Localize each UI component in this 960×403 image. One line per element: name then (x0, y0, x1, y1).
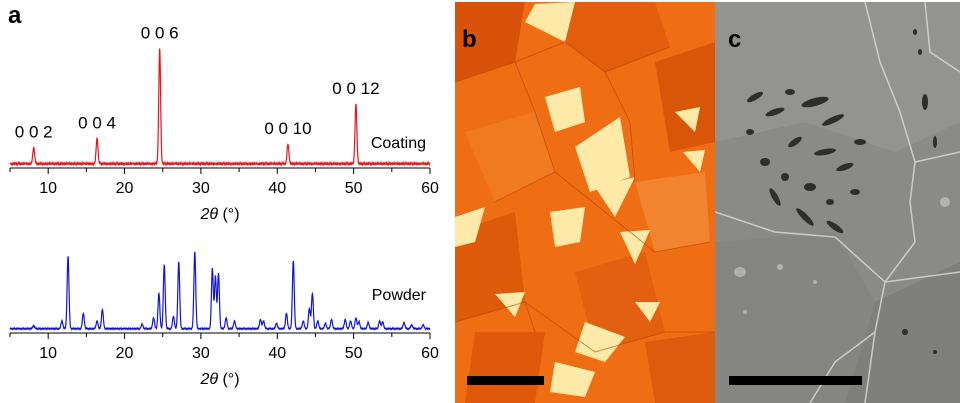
scale-bar-b (467, 376, 544, 385)
x-tick-label: 50 (345, 345, 363, 362)
powder-chart: Powder 10 20 30 40 50 60 2θ (°) (9, 251, 439, 388)
xrd-charts: 0 0 2 0 0 4 0 0 6 0 0 10 0 0 12 Coating 10 20 30… (9, 24, 439, 388)
x-tick-label: 40 (268, 180, 286, 197)
pore-pattern (746, 29, 937, 354)
x-tick-label: 10 (39, 345, 57, 362)
x-tick-label: 20 (116, 180, 134, 197)
micrograph-b: b (455, 2, 715, 403)
x-tick-label: 60 (421, 345, 439, 362)
panel-b-label: b (462, 26, 477, 53)
x-tick-label: 30 (192, 180, 210, 197)
x-axis-label: 2θ (°) (199, 206, 239, 223)
peak-label: 0 0 10 (264, 119, 311, 138)
peak-label: 0 0 12 (332, 79, 379, 98)
x-axis-label: 2θ (°) (199, 371, 239, 388)
peak-label: 0 0 4 (78, 113, 116, 132)
x-tick-label: 10 (39, 180, 57, 197)
x-tick-label: 60 (421, 180, 439, 197)
series-line (9, 251, 431, 332)
panel-c-label: c (728, 26, 742, 53)
panel-a-label: a (8, 2, 22, 29)
series-name-label: Powder (372, 287, 427, 304)
coating-chart: 0 0 2 0 0 4 0 0 6 0 0 10 0 0 12 Coating 10 20 30… (9, 24, 439, 223)
peak-label: 0 0 2 (15, 123, 53, 142)
x-tick-label: 20 (116, 345, 134, 362)
sem-micrograph-image (715, 2, 960, 403)
series-name-label: Coating (371, 135, 426, 152)
series-line (9, 48, 431, 167)
x-tick-label: 40 (268, 345, 286, 362)
scale-bar-c (729, 376, 862, 385)
peak-label: 0 0 6 (141, 24, 179, 43)
optical-micrograph-image (455, 2, 715, 403)
micrograph-c: c (715, 2, 960, 403)
x-tick-label: 50 (345, 180, 363, 197)
x-tick-label: 30 (192, 345, 210, 362)
